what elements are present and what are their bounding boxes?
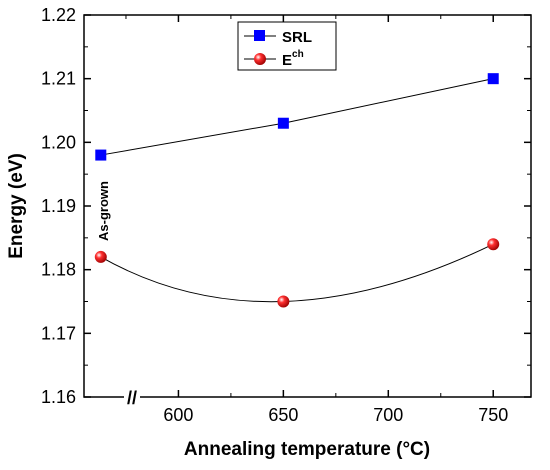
y-tick-label: 1.17 [41, 323, 76, 343]
srl-point [487, 73, 499, 85]
y-tick-label: 1.20 [41, 132, 76, 152]
legend-ech-label: E [282, 52, 292, 69]
srl-point [95, 149, 107, 161]
legend-srl-label: SRL [282, 29, 312, 46]
axis-break-gap [124, 386, 140, 406]
ech-point [94, 250, 107, 263]
y-tick-label: 1.19 [41, 196, 76, 216]
legend-ech-marker [254, 53, 266, 65]
axis-break-marker: // [127, 388, 137, 408]
y-tick-label: 1.22 [41, 5, 76, 25]
svg-text:Ech: Ech [282, 49, 304, 69]
y-axis: 1.16 1.17 1.18 1.19 1.20 1.21 1.22 [41, 5, 531, 407]
x-tick-label: 650 [268, 405, 298, 425]
x-tick-label: 750 [478, 405, 508, 425]
x-axis-title: Annealing temperature (°C) [184, 439, 430, 460]
y-tick-label: 1.21 [41, 69, 76, 89]
ech-point [487, 238, 500, 251]
legend: SRL Ech [237, 21, 337, 71]
series-line-1 [100, 243, 494, 303]
x-tick-label: 600 [163, 405, 193, 425]
y-tick-label: 1.18 [41, 260, 76, 280]
x-tick-label: 700 [373, 405, 403, 425]
y-tick-label: 1.16 [41, 387, 76, 407]
legend-ech-superscript: ch [292, 49, 304, 60]
ech-point [277, 295, 290, 308]
x-axis: 600 650 700 750 [125, 15, 508, 425]
y-axis-title: Energy (eV) [6, 153, 27, 259]
series-layer [94, 73, 500, 308]
legend-srl-marker [254, 30, 265, 41]
plot-frame [83, 14, 532, 398]
series-line-0 [100, 78, 494, 156]
as-grown-annotation: As-grown [96, 181, 111, 241]
srl-point [277, 117, 289, 129]
